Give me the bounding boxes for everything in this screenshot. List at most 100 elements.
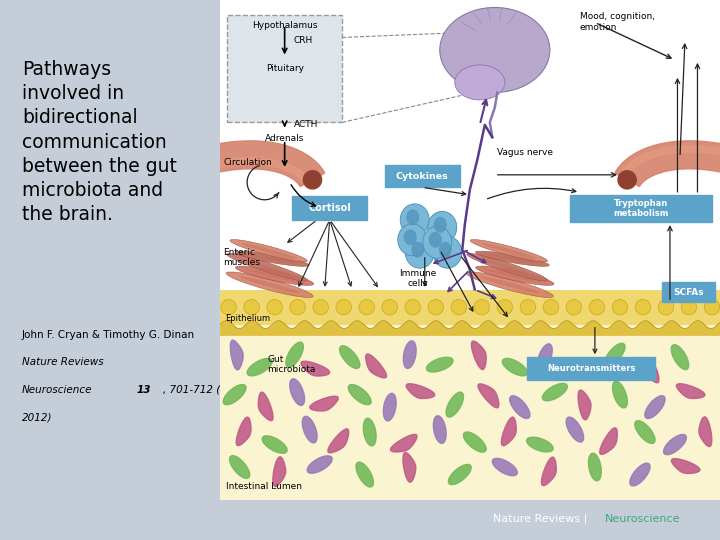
Ellipse shape [480,276,540,293]
Ellipse shape [246,254,298,264]
Circle shape [267,300,282,315]
FancyBboxPatch shape [662,282,715,302]
Polygon shape [588,453,601,481]
FancyBboxPatch shape [292,196,367,220]
Polygon shape [449,464,471,484]
Ellipse shape [433,237,462,268]
Ellipse shape [470,240,547,262]
Polygon shape [676,384,705,399]
Ellipse shape [227,253,307,281]
Ellipse shape [475,251,549,266]
Ellipse shape [455,65,505,100]
Ellipse shape [397,224,427,256]
Circle shape [428,300,444,315]
Text: Pathways
involved in
bidirectional
communication
between the gut
microbiota and
: Pathways involved in bidirectional commu… [22,60,177,225]
Ellipse shape [226,272,313,298]
Ellipse shape [467,253,548,281]
Ellipse shape [440,8,550,92]
Text: Immune
cells: Immune cells [399,269,436,288]
Circle shape [359,300,374,315]
Polygon shape [247,359,272,376]
Text: Vagus nerve: Vagus nerve [498,148,554,157]
Polygon shape [145,141,325,193]
Text: Enteric
muscles: Enteric muscles [224,247,261,267]
Polygon shape [364,418,376,446]
Polygon shape [671,345,689,369]
Ellipse shape [467,272,554,298]
Polygon shape [492,458,518,476]
Circle shape [336,300,351,315]
Circle shape [382,300,397,315]
Circle shape [302,170,323,190]
Polygon shape [307,456,332,473]
Ellipse shape [428,232,442,248]
Text: Neuroscience: Neuroscience [22,384,92,395]
Ellipse shape [406,210,419,225]
Text: Pituitary: Pituitary [266,64,304,73]
Circle shape [290,300,305,315]
Polygon shape [464,432,486,452]
Polygon shape [258,392,273,421]
Ellipse shape [476,266,554,285]
Circle shape [566,300,582,315]
Circle shape [658,300,674,315]
Ellipse shape [438,242,452,258]
Bar [220,325,720,500]
Polygon shape [302,416,317,443]
FancyBboxPatch shape [527,357,655,380]
Polygon shape [383,393,396,421]
Circle shape [497,300,513,315]
Polygon shape [472,341,486,369]
Polygon shape [403,453,416,482]
Polygon shape [565,358,595,370]
Text: Neuroscience: Neuroscience [605,514,680,524]
Polygon shape [664,435,686,455]
Polygon shape [635,421,655,443]
Polygon shape [630,463,650,486]
Polygon shape [446,392,464,417]
Text: Neurotransmitters: Neurotransmitters [547,364,635,373]
FancyBboxPatch shape [227,15,342,123]
Circle shape [140,170,161,190]
Text: ACTH: ACTH [294,120,318,130]
Circle shape [451,300,467,315]
Circle shape [612,300,628,315]
Polygon shape [613,381,627,408]
Polygon shape [390,434,417,452]
Polygon shape [699,417,712,447]
Polygon shape [501,417,516,445]
Text: Cytokines: Cytokines [396,172,449,180]
Ellipse shape [479,258,536,276]
Text: John F. Cryan & Timothy G. Dinan: John F. Cryan & Timothy G. Dinan [22,329,195,340]
Polygon shape [230,340,243,370]
Circle shape [244,300,259,315]
Polygon shape [526,437,553,452]
Text: Circulation: Circulation [224,158,272,167]
Polygon shape [426,357,453,372]
Ellipse shape [411,242,424,258]
Circle shape [635,300,651,315]
Text: Epithelium: Epithelium [225,314,271,323]
Ellipse shape [239,258,295,276]
Polygon shape [356,462,374,487]
Text: Tryptophan
metabolism: Tryptophan metabolism [613,199,669,218]
Polygon shape [433,416,446,443]
Ellipse shape [235,251,309,266]
Polygon shape [273,457,286,487]
Ellipse shape [482,244,536,258]
FancyBboxPatch shape [570,195,713,222]
Polygon shape [638,359,659,383]
Polygon shape [541,457,557,485]
Polygon shape [503,359,527,376]
Circle shape [681,300,697,315]
Polygon shape [328,429,348,453]
Polygon shape [262,436,287,453]
Ellipse shape [247,269,302,282]
Polygon shape [537,344,552,370]
Polygon shape [605,343,625,366]
Polygon shape [406,384,435,399]
Circle shape [405,300,420,315]
Polygon shape [236,417,251,445]
Bar [220,0,720,289]
Text: Mood, cognition,
emotion: Mood, cognition, emotion [580,12,655,32]
